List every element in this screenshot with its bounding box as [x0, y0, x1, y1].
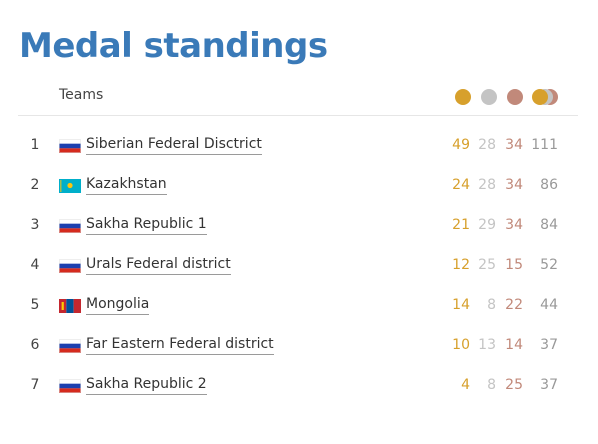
rank: 6: [30, 337, 40, 353]
teams-column-header: Teams: [59, 87, 104, 103]
total-count: 111: [531, 137, 558, 153]
team-link[interactable]: Urals Federal district: [86, 255, 231, 275]
bronze-count: 22: [505, 297, 523, 313]
gold-count: 14: [452, 297, 470, 313]
russia-flag-icon: [59, 139, 81, 153]
total-count: 44: [540, 297, 558, 313]
silver-count: 8: [487, 377, 496, 393]
rank: 5: [30, 297, 40, 313]
gold-count: 12: [452, 257, 470, 273]
bronze-count: 34: [505, 217, 523, 233]
bronze-count: 34: [505, 177, 523, 193]
page-title: Medal standings: [19, 26, 328, 66]
table-row: 3 Sakha Republic 1 21 29 34 84: [18, 206, 578, 246]
russia-flag-icon: [59, 379, 81, 393]
rank: 2: [30, 177, 40, 193]
team-link[interactable]: Mongolia: [86, 295, 150, 315]
rank: 3: [30, 217, 40, 233]
gold-count: 49: [452, 137, 470, 153]
team-link[interactable]: Sakha Republic 2: [86, 375, 207, 395]
table-row: 2 Kazakhstan 24 28 34 86: [18, 166, 578, 206]
team-link[interactable]: Kazakhstan: [86, 175, 167, 195]
team-link[interactable]: Sakha Republic 1: [86, 215, 207, 235]
gold-count: 4: [461, 377, 470, 393]
rank: 1: [30, 137, 40, 153]
total-count: 84: [540, 217, 558, 233]
mongolia-flag-icon: [59, 299, 81, 313]
table-row: 7 Sakha Republic 2 4 8 25 37: [18, 366, 578, 406]
table-row: 1 Siberian Federal Disctrict 49 28 34 111: [18, 126, 578, 166]
silver-medal-icon: [481, 89, 497, 105]
bronze-count: 25: [505, 377, 523, 393]
table-header: Teams: [18, 80, 578, 116]
rank: 7: [30, 377, 40, 393]
total-medals-icon: [532, 89, 560, 105]
rank: 4: [30, 257, 40, 273]
gold-count: 10: [452, 337, 470, 353]
bronze-count: 15: [505, 257, 523, 273]
gold-count: 21: [452, 217, 470, 233]
total-count: 37: [540, 337, 558, 353]
bronze-count: 14: [505, 337, 523, 353]
table-row: 5 Mongolia 14 8 22 44: [18, 286, 578, 326]
total-count: 86: [540, 177, 558, 193]
russia-flag-icon: [59, 219, 81, 233]
bronze-medal-icon: [507, 89, 523, 105]
bronze-count: 34: [505, 137, 523, 153]
silver-count: 28: [478, 137, 496, 153]
team-link[interactable]: Siberian Federal Disctrict: [86, 135, 262, 155]
gold-medal-icon: [455, 89, 471, 105]
silver-count: 29: [478, 217, 496, 233]
silver-count: 28: [478, 177, 496, 193]
gold-count: 24: [452, 177, 470, 193]
table-row: 4 Urals Federal district 12 25 15 52: [18, 246, 578, 286]
silver-count: 8: [487, 297, 496, 313]
kazakhstan-flag-icon: [59, 179, 81, 193]
russia-flag-icon: [59, 339, 81, 353]
total-count: 52: [540, 257, 558, 273]
russia-flag-icon: [59, 259, 81, 273]
silver-count: 25: [478, 257, 496, 273]
team-link[interactable]: Far Eastern Federal district: [86, 335, 274, 355]
silver-count: 13: [478, 337, 496, 353]
table-row: 6 Far Eastern Federal district 10 13 14 37: [18, 326, 578, 366]
total-count: 37: [540, 377, 558, 393]
